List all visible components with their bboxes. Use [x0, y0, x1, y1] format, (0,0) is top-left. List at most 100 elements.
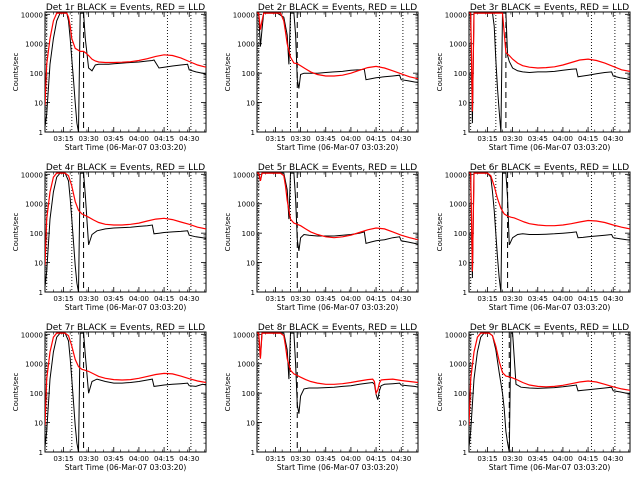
- plot-frame: [44, 11, 207, 133]
- lld-series-line: [469, 172, 630, 272]
- y-tick-label: 10: [246, 260, 255, 268]
- panel-title: Det 5r BLACK = Events, RED = LLD: [258, 163, 417, 173]
- x-tick-label: 03:15: [53, 135, 73, 143]
- detector-panel-1: Det 1r BLACK = Events, RED = LLD 1 10 100 10…: [12, 3, 207, 152]
- x-tick-label: 03:15: [265, 135, 285, 143]
- x-axis-label: Start Time (06-Mar-07 03:03:20): [65, 463, 187, 472]
- x-tick-label: 03:15: [265, 455, 285, 463]
- y-tick-label: 10: [34, 260, 43, 268]
- events-series-line: [257, 172, 418, 251]
- x-tick-label: 03:30: [291, 295, 311, 303]
- x-axis-label: Start Time (06-Mar-07 03:03:20): [489, 463, 611, 472]
- x-tick-label: 04:15: [366, 135, 386, 143]
- x-tick-label: 04:00: [341, 455, 361, 463]
- y-tick-label: 1: [251, 289, 255, 297]
- y-tick-label: 10000: [233, 171, 255, 179]
- panel-title: Det 3r BLACK = Events, RED = LLD: [470, 3, 629, 13]
- detector-panel-5: Det 5r BLACK = Events, RED = LLD 1 10 100 10…: [224, 163, 419, 312]
- detector-panel-8: Det 8r BLACK = Events, RED = LLD 1 10 100 10…: [224, 323, 419, 472]
- y-tick-label: 1: [39, 289, 43, 297]
- x-axis-label: Start Time (06-Mar-07 03:03:20): [65, 303, 187, 312]
- x-tick-label: 03:30: [291, 455, 311, 463]
- y-tick-label: 10000: [233, 11, 255, 19]
- x-tick-label: 03:45: [316, 135, 336, 143]
- x-tick-label: 04:15: [154, 295, 174, 303]
- x-tick-label: 03:30: [79, 455, 99, 463]
- x-axis-label: Start Time (06-Mar-07 03:03:20): [65, 143, 187, 152]
- x-tick-label: 04:00: [553, 135, 573, 143]
- x-tick-label: 04:30: [179, 135, 199, 143]
- x-tick-label: 04:30: [391, 295, 411, 303]
- y-tick-label: 1000: [449, 201, 467, 209]
- y-tick-label: 1: [463, 449, 467, 457]
- panel-title: Det 1r BLACK = Events, RED = LLD: [46, 3, 205, 13]
- y-tick-label: 10: [458, 260, 467, 268]
- x-tick-label: 03:15: [477, 295, 497, 303]
- panel-title: Det 9r BLACK = Events, RED = LLD: [470, 323, 629, 333]
- y-tick-label: 10: [34, 100, 43, 108]
- plot-frame: [44, 171, 207, 293]
- y-tick-label: 100: [454, 390, 467, 398]
- y-tick-label: 10: [458, 420, 467, 428]
- lld-series-line: [45, 172, 206, 266]
- y-axis-label: Counts/sec: [436, 53, 444, 92]
- plot-frame: [256, 11, 419, 133]
- x-tick-label: 03:45: [104, 135, 124, 143]
- x-tick-label: 03:30: [503, 295, 523, 303]
- x-tick-label: 04:00: [553, 455, 573, 463]
- y-tick-label: 10: [246, 420, 255, 428]
- y-tick-label: 1000: [237, 41, 255, 49]
- y-tick-label: 1000: [237, 361, 255, 369]
- x-tick-label: 04:15: [578, 135, 598, 143]
- x-tick-label: 04:30: [391, 135, 411, 143]
- plot-frame: [468, 171, 631, 293]
- x-tick-label: 04:30: [603, 455, 623, 463]
- y-tick-label: 1000: [237, 201, 255, 209]
- x-tick-label: 03:45: [316, 455, 336, 463]
- y-tick-label: 1000: [25, 201, 43, 209]
- x-tick-label: 04:00: [129, 295, 149, 303]
- events-series-line: [469, 172, 630, 292]
- x-tick-label: 03:30: [503, 455, 523, 463]
- x-axis-label: Start Time (06-Mar-07 03:03:20): [277, 463, 399, 472]
- detector-panel-4: Det 4r BLACK = Events, RED = LLD 1 10 100 10…: [12, 163, 207, 312]
- y-tick-label: 100: [30, 70, 43, 78]
- x-tick-label: 03:15: [477, 135, 497, 143]
- events-series-line: [469, 332, 630, 452]
- events-series-line: [45, 12, 206, 132]
- y-axis-label: Counts/sec: [224, 373, 232, 412]
- x-tick-label: 03:30: [79, 295, 99, 303]
- x-tick-label: 04:00: [341, 295, 361, 303]
- y-tick-label: 10000: [233, 331, 255, 339]
- y-tick-label: 1000: [25, 41, 43, 49]
- x-tick-label: 03:30: [79, 135, 99, 143]
- x-tick-label: 04:30: [179, 455, 199, 463]
- x-tick-label: 03:45: [528, 135, 548, 143]
- detector-panel-9: Det 9r BLACK = Events, RED = LLD 1 10 100 10…: [436, 323, 631, 472]
- y-axis-label: Counts/sec: [224, 213, 232, 252]
- x-tick-label: 04:15: [154, 455, 174, 463]
- x-tick-label: 03:15: [265, 295, 285, 303]
- x-tick-label: 04:15: [366, 295, 386, 303]
- x-tick-label: 03:15: [53, 295, 73, 303]
- y-tick-label: 10000: [21, 11, 43, 19]
- x-tick-label: 03:45: [316, 295, 336, 303]
- y-axis-label: Counts/sec: [12, 53, 20, 92]
- y-tick-label: 1: [463, 129, 467, 137]
- y-tick-label: 1000: [449, 41, 467, 49]
- y-tick-label: 1: [251, 449, 255, 457]
- lld-series-line: [45, 332, 206, 426]
- x-tick-label: 04:30: [179, 295, 199, 303]
- y-tick-label: 1: [251, 129, 255, 137]
- detector-panel-7: Det 7r BLACK = Events, RED = LLD 1 10 100 10…: [12, 323, 207, 472]
- x-tick-label: 04:00: [341, 135, 361, 143]
- x-axis-label: Start Time (06-Mar-07 03:03:20): [277, 143, 399, 152]
- panel-title: Det 4r BLACK = Events, RED = LLD: [46, 163, 205, 173]
- y-tick-label: 100: [242, 230, 255, 238]
- x-tick-label: 04:15: [578, 455, 598, 463]
- y-tick-label: 10000: [21, 331, 43, 339]
- plot-frame: [256, 171, 419, 293]
- lld-series-line: [469, 332, 630, 426]
- y-tick-label: 10: [246, 100, 255, 108]
- x-tick-label: 03:15: [53, 455, 73, 463]
